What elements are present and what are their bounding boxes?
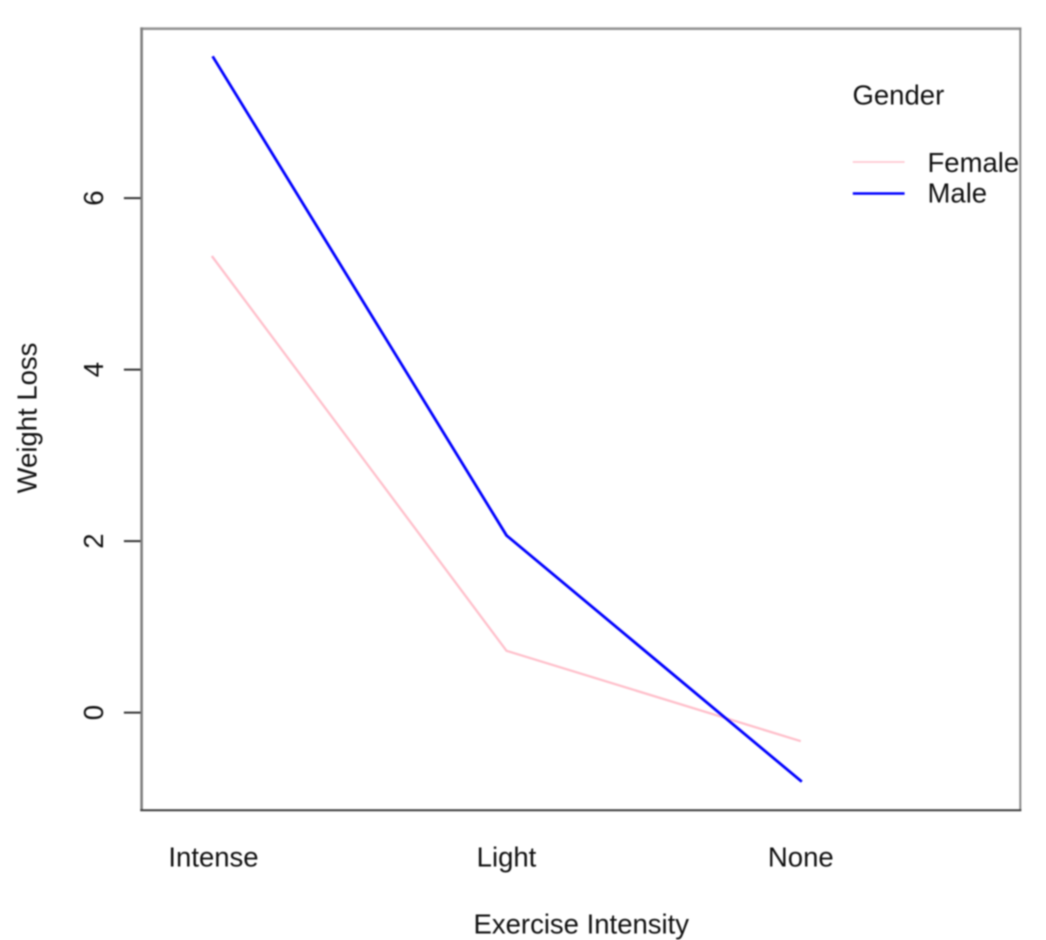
svg-text:Exercise Intensity: Exercise Intensity — [474, 908, 690, 939]
svg-text:0: 0 — [78, 705, 109, 720]
svg-text:None: None — [768, 842, 834, 873]
svg-text:Light: Light — [477, 842, 537, 873]
svg-text:2: 2 — [78, 533, 109, 548]
svg-text:Male: Male — [928, 178, 988, 209]
svg-text:Intense: Intense — [168, 842, 258, 873]
svg-text:Female: Female — [928, 147, 1020, 178]
svg-text:6: 6 — [78, 190, 109, 205]
svg-text:Gender: Gender — [853, 80, 945, 111]
svg-text:4: 4 — [78, 362, 109, 377]
svg-text:Weight Loss: Weight Loss — [12, 343, 43, 494]
